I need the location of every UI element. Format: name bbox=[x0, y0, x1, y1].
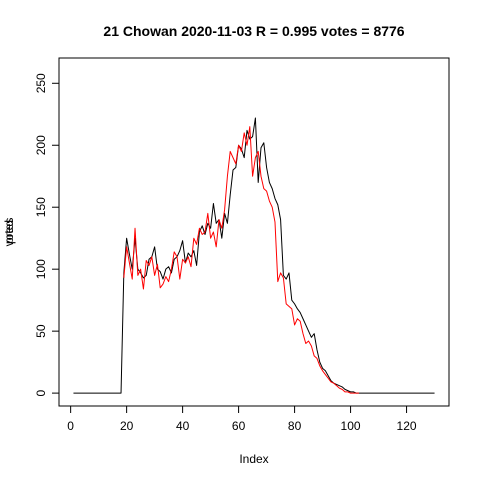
plot-frame bbox=[58, 57, 450, 407]
series-line-votes bbox=[73, 117, 435, 394]
series-line-pred bbox=[123, 126, 359, 394]
chart-title: 21 Chowan 2020-11-03 R = 0.995 votes = 8… bbox=[103, 23, 404, 39]
x-axis: 0 20 40 60 80 100 120 bbox=[67, 405, 417, 433]
x-tick-label: 80 bbox=[288, 419, 302, 433]
x-axis-label: Index bbox=[239, 452, 268, 466]
x-tick-label: 60 bbox=[232, 419, 246, 433]
x-tick-label: 100 bbox=[341, 419, 361, 433]
y-tick-label: 50 bbox=[34, 324, 48, 338]
y-tick-label: 100 bbox=[34, 259, 48, 279]
y-axis-label-votes: votes bbox=[2, 218, 16, 247]
x-tick-label: 40 bbox=[176, 419, 190, 433]
series-layer bbox=[73, 117, 435, 394]
x-tick-label: 20 bbox=[120, 419, 134, 433]
y-tick-label: 150 bbox=[34, 197, 48, 217]
y-axis-label-pred: pred bbox=[2, 220, 16, 244]
x-tick-label: 0 bbox=[67, 419, 74, 433]
y-tick-label: 200 bbox=[34, 135, 48, 155]
x-tick-label: 120 bbox=[397, 419, 417, 433]
y-tick-label: 0 bbox=[34, 389, 48, 396]
y-axis: 0 50 100 150 200 250 bbox=[34, 73, 60, 396]
y-tick-label: 250 bbox=[34, 73, 48, 93]
